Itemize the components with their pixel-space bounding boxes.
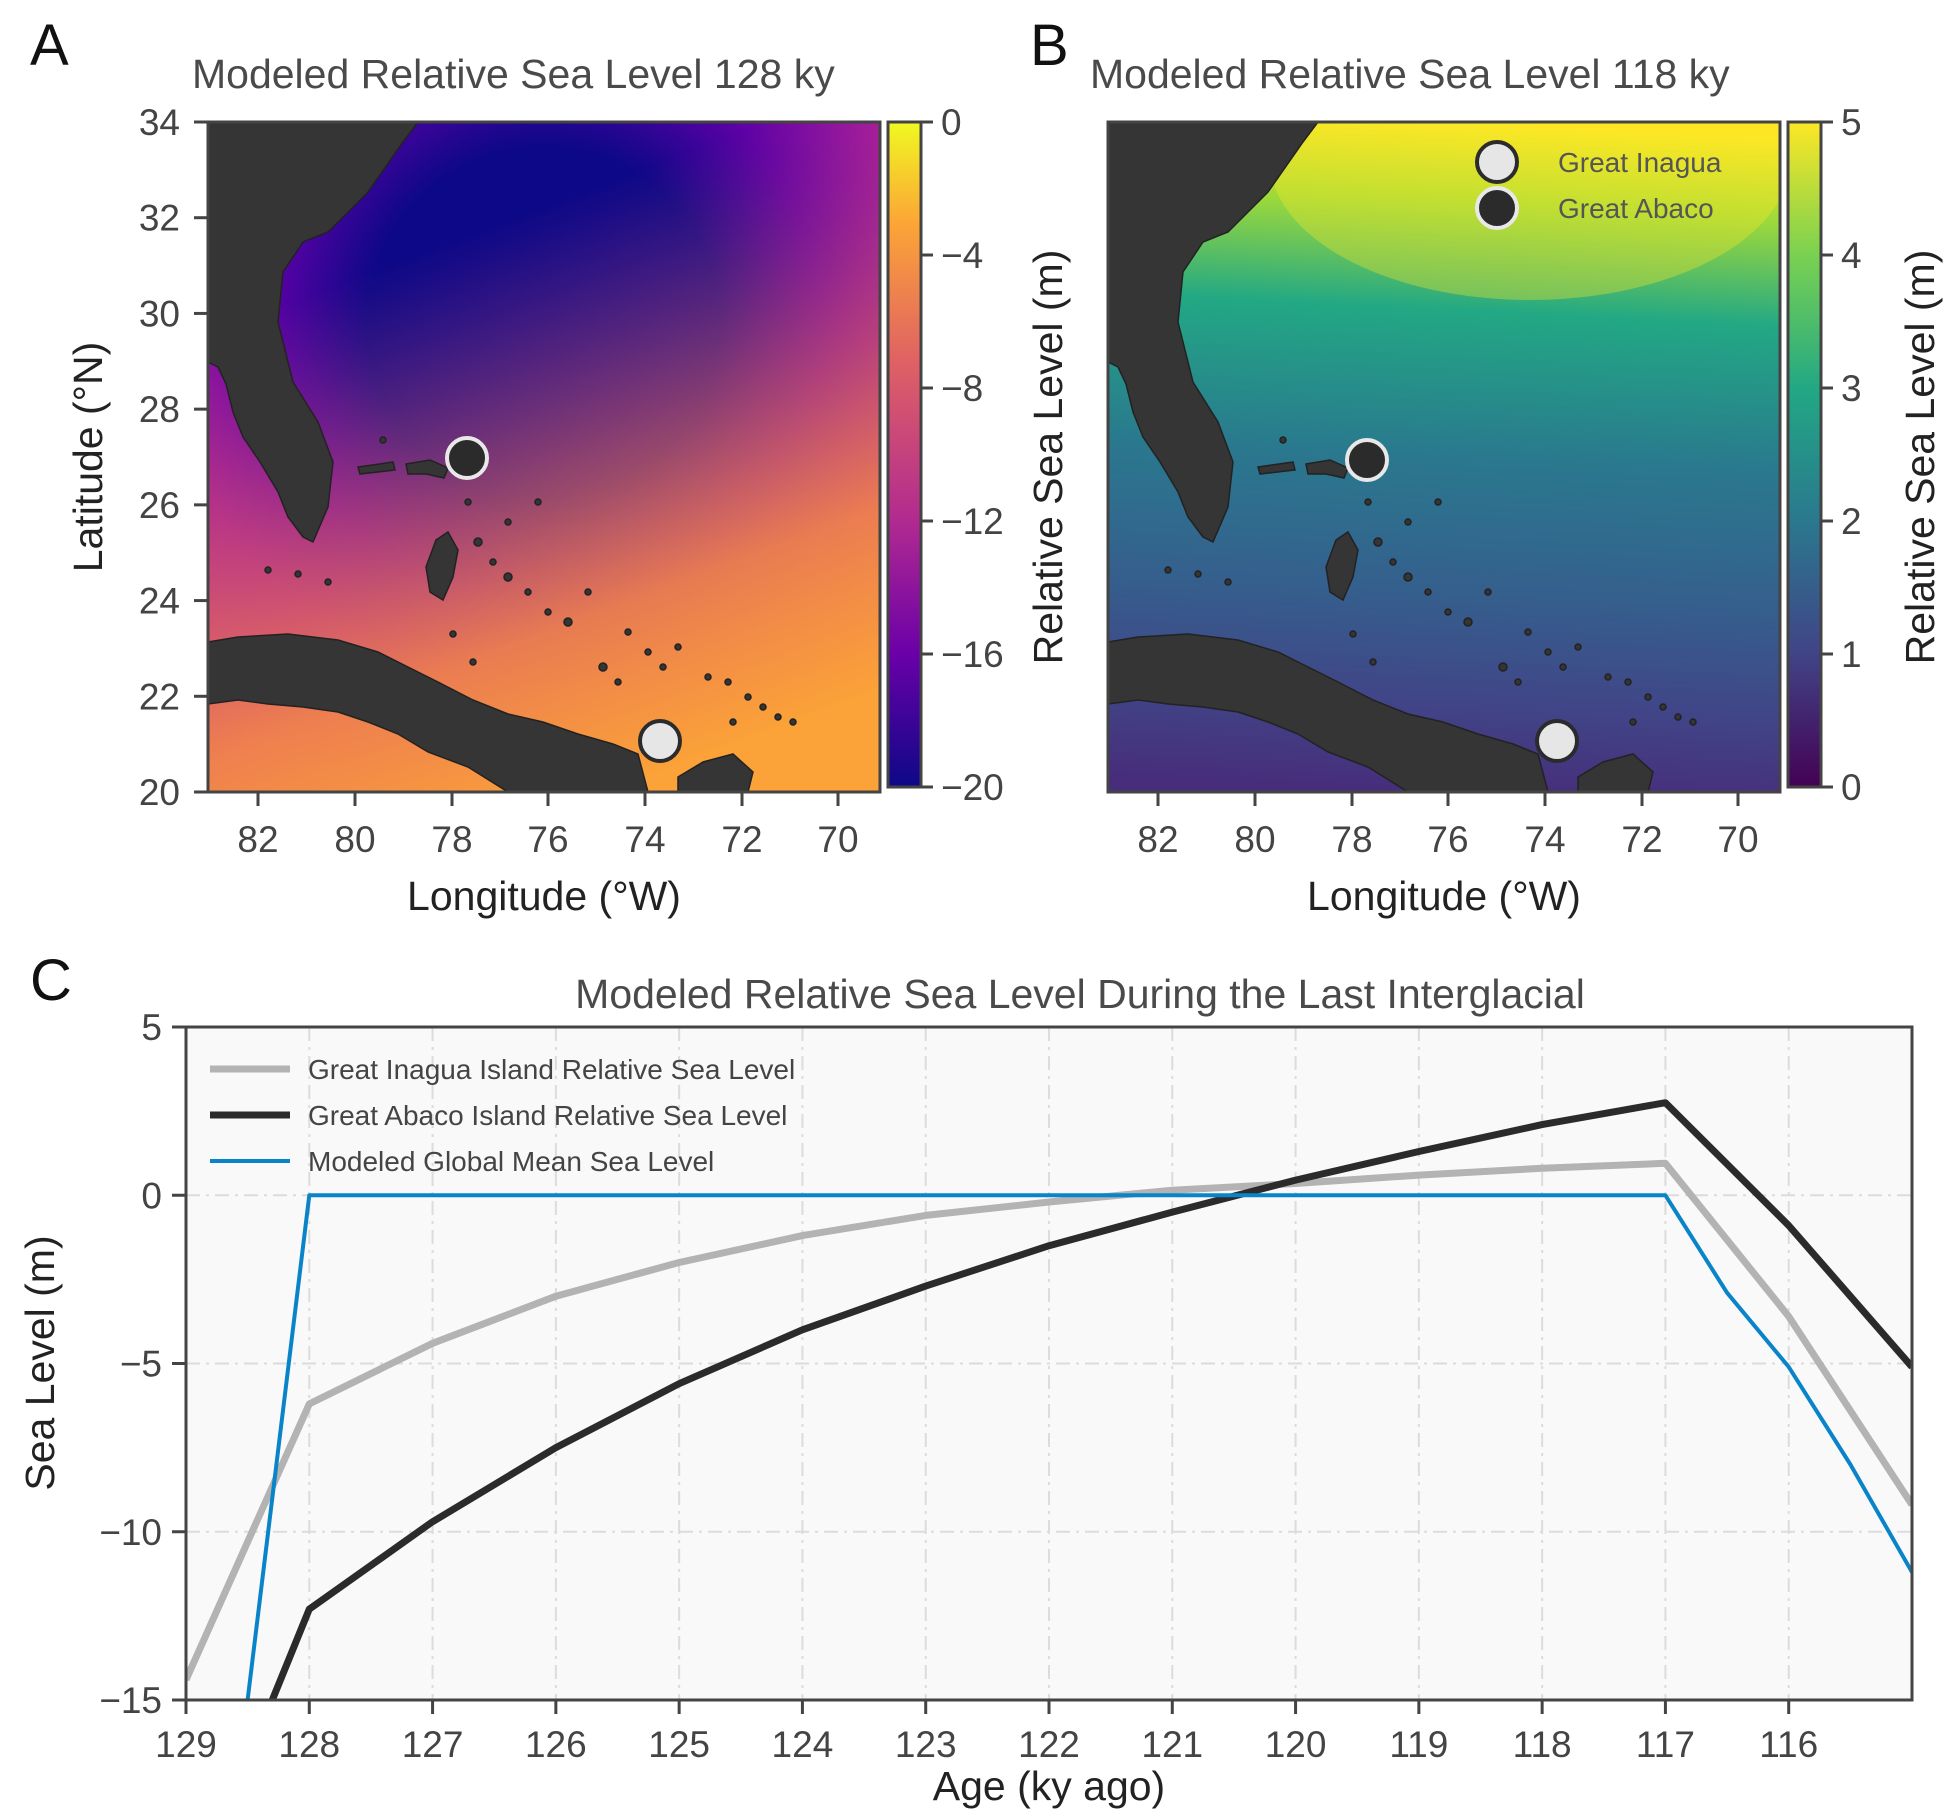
panel-a-colorbar-ticks: 0 −4 −8 −12 −16 −20 [921,102,1004,808]
panel-a-ytick-label: 24 [139,581,180,622]
panel-c-xlabel: Age (ky ago) [933,1763,1165,1809]
panel-a-xtick-label: 80 [334,819,375,860]
panel-b-colorbar-ticks: 5 4 3 2 1 0 [1821,102,1862,808]
panel-a: Modeled Relative Sea Level 128 ky 82 80 78… [65,51,1004,919]
panel-a-xtick-label: 82 [237,819,278,860]
panel-b-xtick-label: 74 [1524,819,1565,860]
panel-b-xtick-label: 70 [1717,819,1758,860]
panel-c-legend-label-2: Great Abaco Island Relative Sea Level [308,1100,787,1131]
panel-letter-a: A [30,13,69,78]
panel-c-xtick-label: 118 [1513,1724,1572,1765]
panel-b-colorbar [1786,120,1823,789]
panel-b-site-great-inagua [1535,719,1579,763]
panel-a-site-great-abaco [445,436,489,480]
panel-a-colorbar [886,120,923,789]
panel-a-ytick-label: 26 [139,485,180,526]
legend-marker-great-inagua [1475,140,1519,184]
panel-a-ytick-label: 20 [139,772,180,813]
panel-c-ytick-label: −10 [99,1512,162,1553]
panel-c-legend: Great Inagua Island Relative Sea Level Gr… [210,1054,795,1177]
panel-c-xtick-label: 120 [1265,1724,1327,1765]
panel-c-xtick-label: 117 [1636,1724,1695,1765]
panel-c-ytick-label: −15 [99,1680,162,1721]
panel-a-xtick-label: 78 [431,819,472,860]
panel-a-ytick-label: 34 [139,102,180,143]
panel-c: Modeled Relative Sea Level During the La… [17,971,1914,1809]
panel-a-ylabel: Latitude (°N) [65,342,111,573]
panel-c-title: Modeled Relative Sea Level During the La… [575,971,1585,1017]
panel-c-series-line-2 [269,1099,1912,1700]
panel-b-xtick-label: 76 [1427,819,1468,860]
panel-c-xtick-label: 129 [155,1724,217,1765]
panel-a-xtick-label: 74 [624,819,665,860]
panel-a-xtick-label: 70 [817,819,858,860]
panel-c-xtick-label: 128 [278,1724,340,1765]
panel-b-xtick-label: 80 [1234,819,1275,860]
panel-c-xtick-label: 116 [1759,1724,1818,1765]
panel-c-ytick-label: 5 [141,1007,162,1048]
panel-b-site-great-abaco [1345,438,1389,482]
panel-a-y-axis: 34 32 30 28 26 24 22 20 [139,102,208,813]
legend-label-great-inagua: Great Inagua [1558,147,1722,178]
panel-c-series-line-3 [245,1193,1912,1700]
panel-c-xtick-label: 121 [1141,1724,1203,1765]
panel-c-ylabel: Sea Level (m) [17,1235,63,1490]
panel-a-colorbar-tick-label: −12 [941,501,1004,542]
panel-b-colorbar-tick-label: 5 [1841,102,1862,143]
panel-a-colorbar-tick-label: 0 [941,102,962,143]
panel-a-title: Modeled Relative Sea Level 128 ky [192,51,835,97]
panel-a-frame [206,120,882,794]
panel-b-xlabel: Longitude (°W) [1307,873,1581,919]
panel-b-xtick-label: 72 [1621,819,1662,860]
panel-a-colorbar-tick-label: −20 [941,767,1004,808]
panel-b-xtick-label: 82 [1137,819,1178,860]
panel-a-colorbar-tick-label: −16 [941,634,1004,675]
panel-c-series [186,1099,1912,1700]
panel-c-xtick-label: 122 [1018,1724,1080,1765]
panel-a-xlabel: Longitude (°W) [407,873,681,919]
panel-b-colorbar-tick-label: 1 [1841,634,1862,675]
panel-c-xtick-label: 127 [402,1724,464,1765]
panel-a-ytick-label: 28 [139,389,180,430]
panel-b-colorbar-tick-label: 4 [1841,235,1862,276]
panel-c-ytick-label: 0 [141,1175,162,1216]
panel-a-colorbar-tick-label: −4 [941,235,983,276]
panel-c-series-line-1 [186,1159,1912,1682]
panel-b-colorbar-label: Relative Sea Level (m) [1897,250,1943,665]
panel-a-ytick-label: 30 [139,293,180,334]
panel-letter-b: B [1030,13,1069,78]
panel-c-legend-label-1: Great Inagua Island Relative Sea Level [308,1054,795,1085]
panel-c-xtick-label: 125 [648,1724,710,1765]
panel-a-site-great-inagua [638,719,682,763]
panel-b: Modeled Relative Sea Level 118 ky Great … [1025,51,1943,919]
panel-b-colorbar-tick-label: 2 [1841,501,1862,542]
panel-c-xtick-label: 119 [1389,1724,1448,1765]
panel-b-frame [1106,120,1782,794]
panel-c-xtick-label: 124 [772,1724,834,1765]
panel-c-ytick-label: −5 [120,1344,162,1385]
panel-a-xtick-label: 76 [527,819,568,860]
panel-a-xtick-label: 72 [721,819,762,860]
panel-a-x-axis: 82 80 78 76 74 72 70 [237,792,859,860]
panel-c-xtick-label: 123 [895,1724,957,1765]
panel-b-x-axis: 82 80 78 76 74 72 70 [1137,792,1759,860]
panel-b-colorbar-tick-label: 0 [1841,767,1862,808]
panel-c-y-axis: 5 0 −5 −10 −15 [99,1007,186,1721]
panel-c-x-axis: 129 128 127 126 125 124 123 122 121 120 119 118 117 1… [155,1700,1818,1765]
legend-label-great-abaco: Great Abaco [1558,193,1714,224]
panel-b-title: Modeled Relative Sea Level 118 ky [1090,51,1730,97]
panel-b-colorbar-tick-label: 3 [1841,368,1862,409]
panel-b-ylabel: Relative Sea Level (m) [1025,250,1071,665]
panel-c-xtick-label: 126 [525,1724,587,1765]
panel-b-xtick-label: 78 [1331,819,1372,860]
panel-a-ytick-label: 22 [139,676,180,717]
panel-a-ytick-label: 32 [139,198,180,239]
panel-c-legend-label-3: Modeled Global Mean Sea Level [308,1146,714,1177]
panel-a-colorbar-tick-label: −8 [941,368,983,409]
legend-marker-great-abaco [1475,186,1519,230]
panel-letter-c: C [30,948,72,1013]
panel-b-legend: Great Inagua Great Abaco [1475,140,1722,230]
